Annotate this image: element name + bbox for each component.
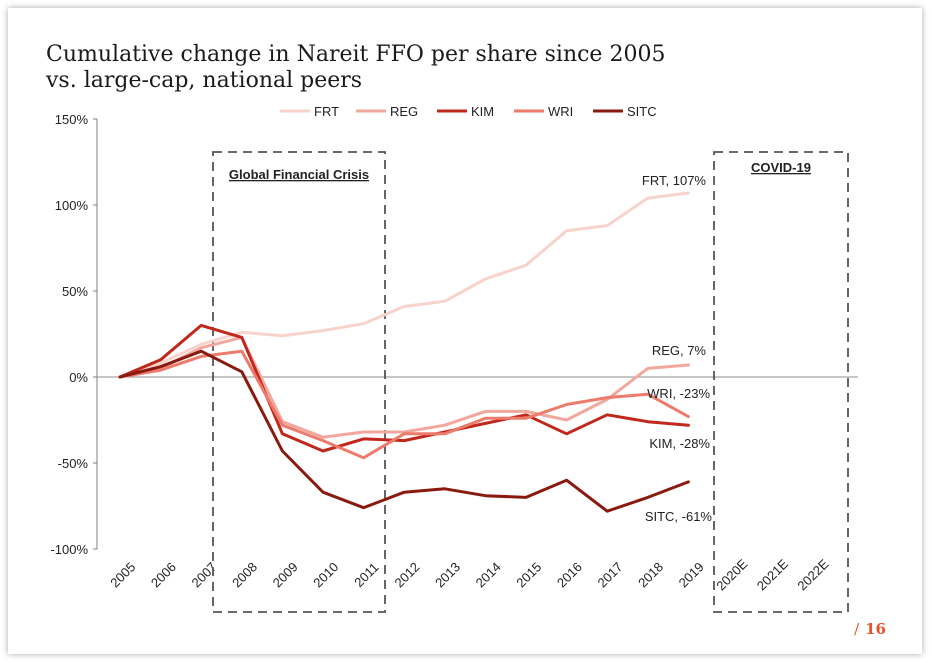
annotation-box bbox=[713, 151, 849, 613]
legend-label: WRI bbox=[548, 104, 573, 119]
x-tick-label: 2021E bbox=[754, 556, 791, 593]
page-number: / 16 bbox=[854, 620, 886, 638]
chart-subtitle: vs. large-cap, national peers bbox=[46, 68, 363, 93]
x-tick-label: 2019 bbox=[676, 559, 707, 590]
y-tick-label: -50% bbox=[58, 456, 89, 471]
x-tick-label: 2011 bbox=[351, 560, 381, 590]
x-tick-label: 2020E bbox=[713, 556, 750, 593]
x-tick-label: 2022E bbox=[794, 556, 831, 593]
end-label-sitc: SITC, -61% bbox=[645, 509, 713, 524]
chart-title-line1: Cumulative change in Nareit FFO per shar… bbox=[46, 42, 666, 67]
x-tick-label: 2005 bbox=[107, 559, 138, 590]
x-tick-label: 2014 bbox=[473, 559, 504, 590]
x-tick-label: 2018 bbox=[635, 559, 666, 590]
series-line-sitc bbox=[118, 349, 690, 513]
end-label-wri: WRI, -23% bbox=[647, 386, 710, 401]
series-line-wri bbox=[118, 349, 690, 460]
page-separator: / bbox=[854, 620, 860, 638]
x-tick-label: 2006 bbox=[148, 559, 179, 590]
annotation-label: Global Financial Crisis bbox=[229, 167, 369, 182]
annotation-box bbox=[212, 151, 386, 613]
y-tick-label: 0% bbox=[69, 370, 88, 385]
y-tick-label: 100% bbox=[55, 198, 89, 213]
y-tick-label: 150% bbox=[55, 112, 89, 127]
legend-label: FRT bbox=[314, 104, 339, 119]
x-tick-label: 2007 bbox=[188, 559, 219, 590]
end-label-reg: REG, 7% bbox=[652, 343, 707, 358]
page-number-value: 16 bbox=[865, 620, 886, 638]
x-tick-label: 2017 bbox=[594, 559, 625, 590]
end-label-frt: FRT, 107% bbox=[642, 173, 707, 188]
x-tick-label: 2010 bbox=[310, 559, 341, 590]
series-line-reg bbox=[118, 335, 690, 439]
legend-label: KIM bbox=[471, 104, 494, 119]
slide: Cumulative change in Nareit FFO per shar… bbox=[8, 8, 922, 654]
chart-title: Cumulative change in Nareit FFO per shar… bbox=[46, 42, 665, 94]
x-tick-label: 2016 bbox=[554, 559, 585, 590]
end-label-kim: KIM, -28% bbox=[649, 436, 710, 451]
x-tick-label: 2015 bbox=[513, 559, 544, 590]
x-tick-label: 2009 bbox=[270, 559, 301, 590]
x-tick-label: 2008 bbox=[229, 559, 260, 590]
x-tick-label: 2012 bbox=[391, 559, 422, 590]
series-line-frt bbox=[118, 191, 690, 379]
legend-label: REG bbox=[390, 104, 418, 119]
y-tick-label: -100% bbox=[50, 542, 88, 557]
legend-label: SITC bbox=[627, 104, 657, 119]
x-tick-label: 2013 bbox=[432, 559, 463, 590]
y-tick-label: 50% bbox=[62, 284, 88, 299]
annotation-label: COVID-19 bbox=[751, 160, 811, 175]
series-line-kim bbox=[118, 323, 690, 453]
